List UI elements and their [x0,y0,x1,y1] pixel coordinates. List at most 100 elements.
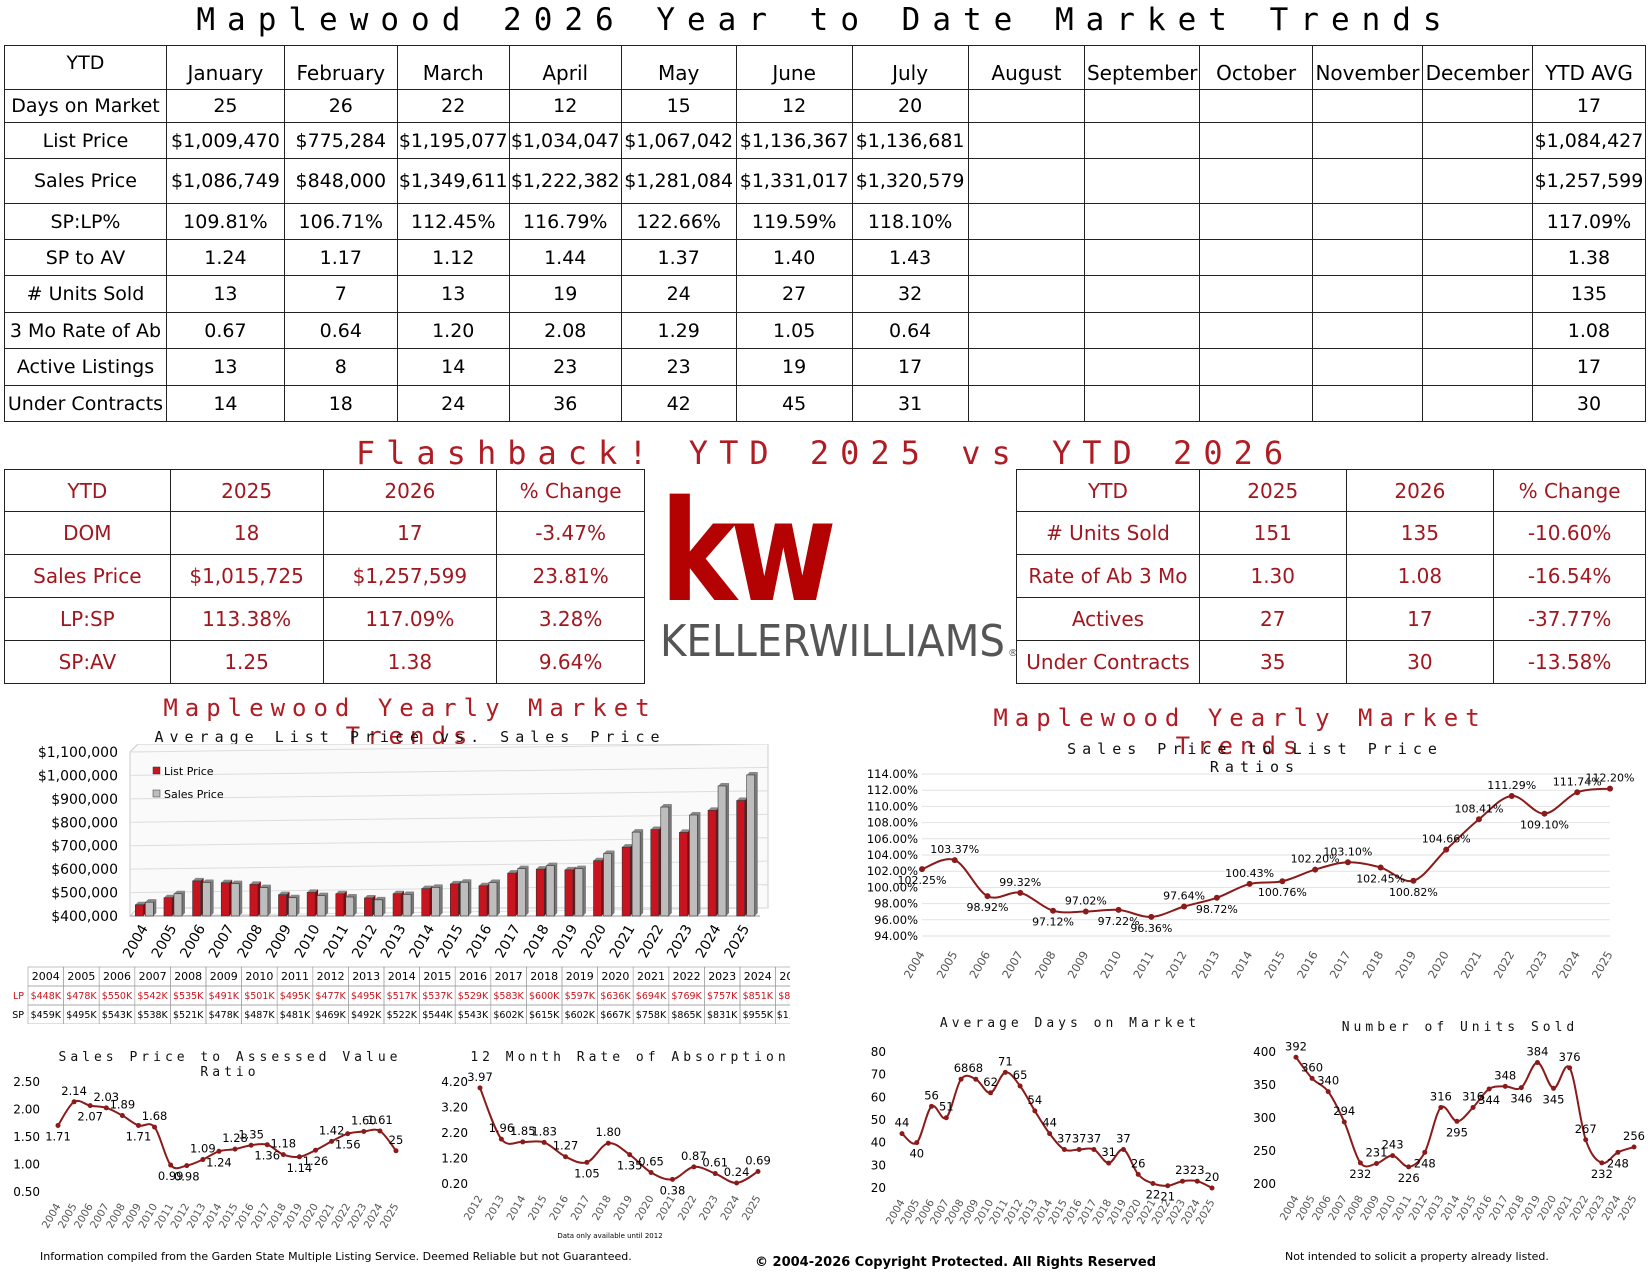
ytd-cell [1312,312,1423,349]
ytd-cell [1084,122,1201,159]
data-label: 97.12% [1032,916,1074,929]
y-tick-label: 200 [1253,1177,1276,1191]
ytd-row-label: Under Contracts [4,385,167,422]
y-tick-label: $600,000 [51,862,118,878]
data-point [103,1105,109,1111]
ytd-cell [967,275,1086,313]
data-point [1631,1144,1637,1150]
ytd-cell [967,348,1086,386]
x-tick-label: 2018 [590,1194,614,1223]
ytd-cell [1084,385,1201,422]
ytd-cell [1084,89,1201,123]
data-point [1312,866,1319,873]
x-tick-label: 2025 [1589,949,1616,981]
data-point [984,893,991,900]
y-tick-label: 0.20 [441,1177,468,1191]
data-point [361,1129,367,1134]
flashback-cell: Actives [1016,597,1200,641]
sales-price-bar [173,893,183,917]
ytd-cell: 15 [620,89,737,123]
x-tick-label: 2019 [550,922,582,961]
ytd-cell [1312,239,1423,276]
sales-price-bar [660,806,670,917]
ytd-cell [1421,158,1533,204]
ytd-cell: 20 [851,89,969,123]
sales-price-bar [316,895,326,917]
data-point [1344,859,1351,866]
data-label: 1.14 [287,1161,313,1175]
data-label: 97.64% [1163,890,1205,903]
ytd-cell [1312,122,1423,159]
data-point [1091,1146,1097,1152]
data-label: 345 [1543,1092,1565,1106]
sales-price-bar [574,868,584,917]
data-point [280,1152,286,1158]
y-tick-label: 1.00 [13,1158,40,1172]
data-label: 1.83 [531,1124,557,1138]
table-list-value: $636K [600,991,631,1002]
x-tick-label: 2009 [1065,949,1092,981]
flashback-cell: 17 [1345,597,1495,641]
ytd-table: YTD January February March April May June July A… [4,45,1647,422]
table-sales-value: $543K [102,1010,133,1021]
x-tick-label: 2012 [349,922,381,961]
x-tick-label: 2025 [721,922,753,961]
ytd-cell: 31 [851,385,969,422]
table-sales-value: $602K [565,1010,596,1021]
ytd-cell [1199,348,1314,386]
data-label: 1.71 [45,1129,71,1143]
ytd-row-label: SP:LP% [4,203,167,240]
ytd-cell: 13 [165,348,285,386]
list-price-bar [192,880,201,917]
data-point [477,1085,483,1091]
data-point [1061,1146,1067,1152]
ytd-cell [1312,158,1423,204]
table-sales-value: $615K [529,1010,560,1021]
ytd-cell: 27 [735,275,853,313]
y-tick-label: 94.00% [874,929,918,943]
data-point [1325,1089,1331,1095]
y-tick-label: $700,000 [51,839,118,855]
ytd-cell [967,158,1086,204]
data-point [1165,1183,1171,1189]
data-label: 1.60 [351,1114,377,1128]
data-label: 44 [895,1116,910,1130]
list-price-bar [736,800,745,917]
sales-price-bar [717,785,727,917]
data-label: 111.74% [1553,775,1602,788]
series-line [901,1071,1213,1189]
x-tick-label: 2005 [149,922,181,961]
x-tick-label: 2021 [654,1194,678,1223]
data-point [1518,1085,1524,1091]
data-label: 1.24 [206,1155,232,1169]
ytd-cell: 1.43 [851,239,969,276]
y-tick-label: 40 [871,1136,886,1150]
table-sales-value: $469K [315,1010,346,1021]
data-label: 21 [1160,1190,1175,1204]
flashback-row: # Units Sold 151 135 -10.60% [1016,511,1646,555]
ytd-cell [1199,239,1314,276]
data-point [919,866,925,873]
list-price-bar [249,884,259,917]
data-point [200,1157,206,1163]
data-label: 3.97 [467,1070,493,1084]
table-sales-value: $481K [280,1010,311,1021]
data-label: 0.98 [174,1170,200,1184]
x-tick-label: 2014 [505,1193,529,1222]
ytd-cell: 135 [1531,275,1647,313]
table-sales-value: $602K [493,1010,524,1021]
list-price-bar [535,868,545,917]
data-point [296,1154,302,1160]
sales-price-bar [631,831,641,917]
ytd-cell: 18 [283,385,398,422]
y-tick-label: 1.50 [13,1130,40,1144]
table-sales-value: $495K [66,1010,97,1021]
table-year: 2024 [744,970,772,983]
ytd-row-label: 3 Mo Rate of Ab [4,312,167,349]
flashback-header: YTD [1016,469,1200,512]
data-point [1246,880,1253,887]
list-price-bar [507,872,516,917]
data-point [1475,816,1482,823]
data-point [71,1099,77,1105]
table-year: 2011 [281,970,309,983]
